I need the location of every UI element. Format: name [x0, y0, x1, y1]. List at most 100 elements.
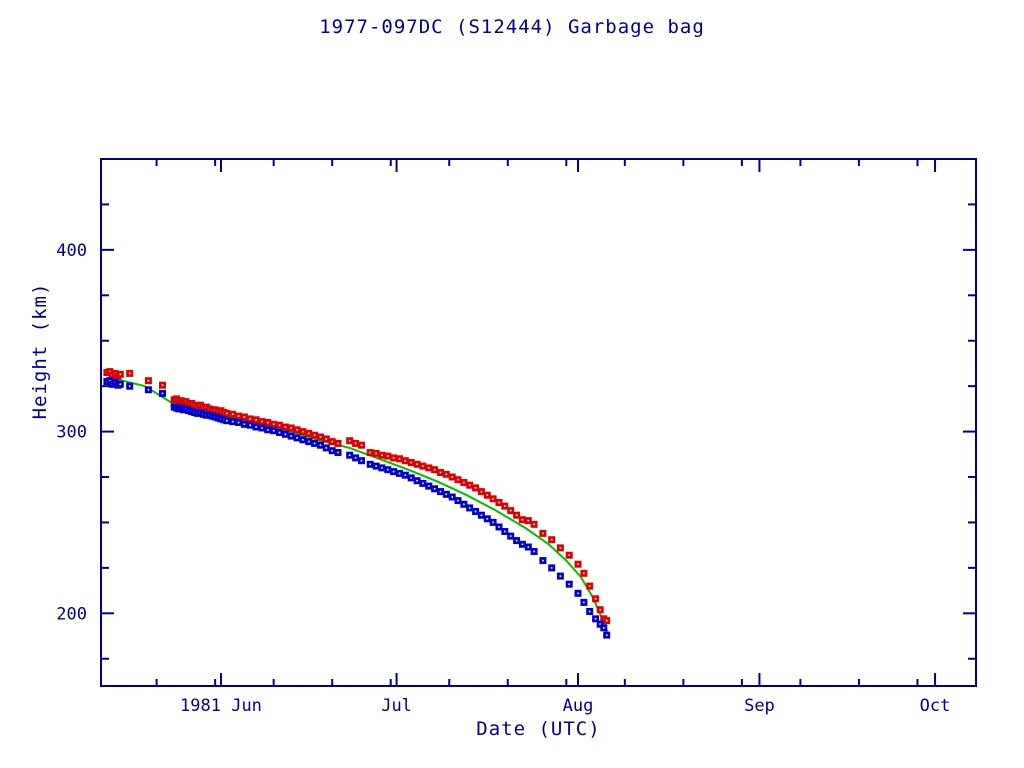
marker-group-perigee — [103, 377, 611, 639]
data-point-center — [559, 547, 562, 549]
data-point-center — [599, 608, 601, 611]
data-point-center — [369, 463, 371, 466]
data-point-center — [128, 385, 131, 387]
data-point-center — [381, 454, 383, 456]
data-point-center — [119, 373, 122, 376]
data-point-center — [313, 434, 316, 436]
data-point-center — [392, 457, 395, 459]
data-point-center — [599, 623, 601, 625]
data-point-center — [308, 432, 310, 435]
data-point-center — [308, 440, 310, 443]
data-point-center — [398, 472, 401, 475]
data-point-center — [416, 463, 418, 466]
data-point-center — [404, 474, 407, 476]
data-point-center — [354, 442, 357, 445]
data-point-center — [302, 430, 304, 433]
x-tick-label: Aug — [563, 696, 594, 716]
data-point-center — [161, 384, 164, 386]
fit-curve-series — [115, 377, 609, 632]
data-point-center — [498, 526, 500, 528]
data-point-center — [542, 559, 544, 562]
data-point-center — [509, 535, 512, 537]
data-point-center — [226, 412, 228, 415]
data-point-center — [255, 426, 257, 428]
data-point-center — [509, 509, 512, 512]
data-point-center — [255, 419, 257, 421]
data-point-center — [404, 459, 407, 462]
data-point-center — [521, 518, 524, 521]
data-point-center — [360, 444, 363, 446]
data-point-center — [550, 567, 553, 569]
data-point-center — [375, 465, 377, 467]
data-point-center — [568, 583, 570, 585]
data-point-center — [325, 438, 328, 440]
data-point-center — [296, 437, 298, 439]
data-point-center — [451, 496, 453, 498]
data-point-center — [284, 433, 287, 436]
data-point-center — [457, 478, 459, 481]
data-point-center — [147, 379, 150, 382]
data-point-center — [527, 546, 530, 548]
y-tick-label: 200 — [56, 604, 87, 624]
data-point-center — [568, 554, 570, 556]
data-point-center — [583, 572, 585, 575]
data-point-center — [533, 523, 535, 526]
data-point-center — [439, 490, 442, 493]
data-point-center — [577, 563, 579, 565]
data-point-center — [559, 575, 562, 577]
data-point-center — [226, 419, 228, 422]
data-point-center — [410, 477, 412, 479]
x-tick-label: Sep — [744, 696, 775, 716]
x-tick-label: Jul — [381, 696, 412, 716]
data-point-center — [147, 389, 150, 391]
data-point-center — [594, 618, 597, 620]
data-point-center — [231, 420, 234, 423]
data-point-center — [474, 510, 477, 513]
data-point-center — [237, 415, 240, 417]
x-tick-label: Oct — [920, 696, 951, 716]
y-tick-label: 300 — [56, 423, 87, 443]
data-point-center — [109, 370, 111, 373]
x-axis-label: Date (UTC) — [476, 718, 601, 740]
data-point-center — [319, 444, 322, 446]
data-point-center — [605, 619, 608, 622]
data-point-center — [243, 416, 246, 418]
chart-title: 1977-097DC (S12444) Garbage bag — [319, 16, 705, 38]
data-point-center — [588, 585, 591, 587]
data-point-center — [439, 471, 442, 474]
data-point-center — [267, 421, 269, 424]
data-point-center — [463, 481, 465, 484]
data-point-center — [387, 455, 389, 457]
data-point-center — [302, 439, 304, 441]
data-point-center — [161, 392, 164, 395]
data-point-center — [261, 427, 263, 429]
data-point-center — [463, 503, 465, 506]
data-point-center — [387, 468, 389, 471]
fit-curve-line — [115, 377, 609, 632]
y-tick-label: 400 — [56, 241, 87, 261]
data-point-center — [588, 610, 591, 613]
data-point-center — [583, 601, 585, 604]
axis-ticks — [101, 159, 976, 686]
data-point-center — [422, 465, 424, 467]
data-point-center — [504, 530, 506, 533]
data-point-center — [348, 454, 351, 456]
data-point-center — [290, 427, 292, 429]
data-point-center — [492, 521, 494, 524]
data-point-center — [375, 452, 377, 455]
data-point-center — [433, 488, 436, 490]
data-point-center — [128, 372, 131, 375]
data-point-center — [249, 418, 251, 420]
data-point-center — [369, 451, 371, 454]
data-point-center — [428, 485, 430, 487]
axis-tick-labels: 1981 Jun Jul Aug Sep Oct 200 300 400 — [56, 241, 950, 716]
data-point-center — [325, 447, 328, 449]
data-point-center — [331, 449, 333, 452]
data-point-center — [486, 494, 489, 496]
data-point-center — [457, 499, 459, 502]
data-point-center — [278, 424, 281, 426]
data-point-center — [550, 538, 553, 541]
data-point-center — [360, 459, 363, 462]
data-point-center — [498, 501, 500, 504]
axes-frame — [100, 158, 977, 687]
